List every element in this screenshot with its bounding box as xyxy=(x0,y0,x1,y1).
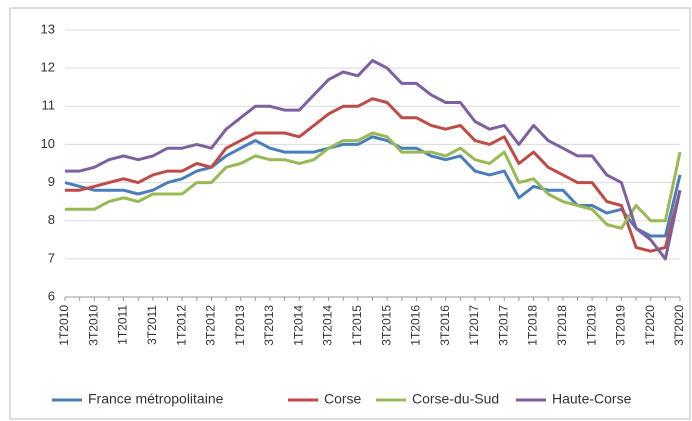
series-line xyxy=(65,131,682,230)
y-tick-label: 8 xyxy=(48,212,55,227)
x-tick-label: 1T2013 xyxy=(233,305,247,346)
x-tick-label: 3T2016 xyxy=(438,305,452,346)
x-tick-label: 1T2019 xyxy=(584,305,598,346)
legend-label: France métropolitaine xyxy=(88,391,224,407)
x-tick-label: 1T2011 xyxy=(116,305,130,345)
x-tick-label: 3T2010 xyxy=(86,305,100,346)
x-tick-label: 3T2017 xyxy=(496,305,510,346)
x-tick-label: 3T2015 xyxy=(379,305,393,346)
x-tick-label: 3T2012 xyxy=(204,305,218,346)
x-tick-label: 1T2015 xyxy=(350,305,364,346)
x-tick-label: 1T2012 xyxy=(174,305,188,346)
legend-label: Corse xyxy=(324,391,362,407)
series-line xyxy=(65,97,682,253)
x-tick-label: 1T2018 xyxy=(526,305,540,346)
series-line xyxy=(65,59,682,261)
x-tick-label: 3T2019 xyxy=(614,305,628,346)
x-tick-label: 1T2014 xyxy=(291,305,305,346)
y-tick-label: 13 xyxy=(41,21,55,36)
x-tick-label: 3T2011 xyxy=(145,305,159,345)
x-tick-label: 1T2010 xyxy=(57,305,71,346)
y-tick-label: 11 xyxy=(42,98,56,113)
y-tick-label: 9 xyxy=(48,174,55,189)
x-tick-label: 3T2020 xyxy=(672,305,686,346)
x-tick-label: 1T2016 xyxy=(409,305,423,346)
x-tick-label: 3T2013 xyxy=(262,305,276,346)
y-tick-label: 12 xyxy=(41,60,55,75)
legend-label: Corse-du-Sud xyxy=(412,391,499,407)
chart-frame xyxy=(9,7,691,420)
x-tick-label: 1T2020 xyxy=(643,305,657,346)
x-tick-label: 3T2014 xyxy=(321,305,335,346)
y-tick-label: 10 xyxy=(41,136,55,151)
y-tick-label: 7 xyxy=(48,250,55,265)
x-tick-label: 3T2018 xyxy=(555,305,569,346)
y-tick-label: 6 xyxy=(48,288,55,303)
legend-label: Haute-Corse xyxy=(552,391,632,407)
x-tick-label: 1T2017 xyxy=(467,305,481,346)
